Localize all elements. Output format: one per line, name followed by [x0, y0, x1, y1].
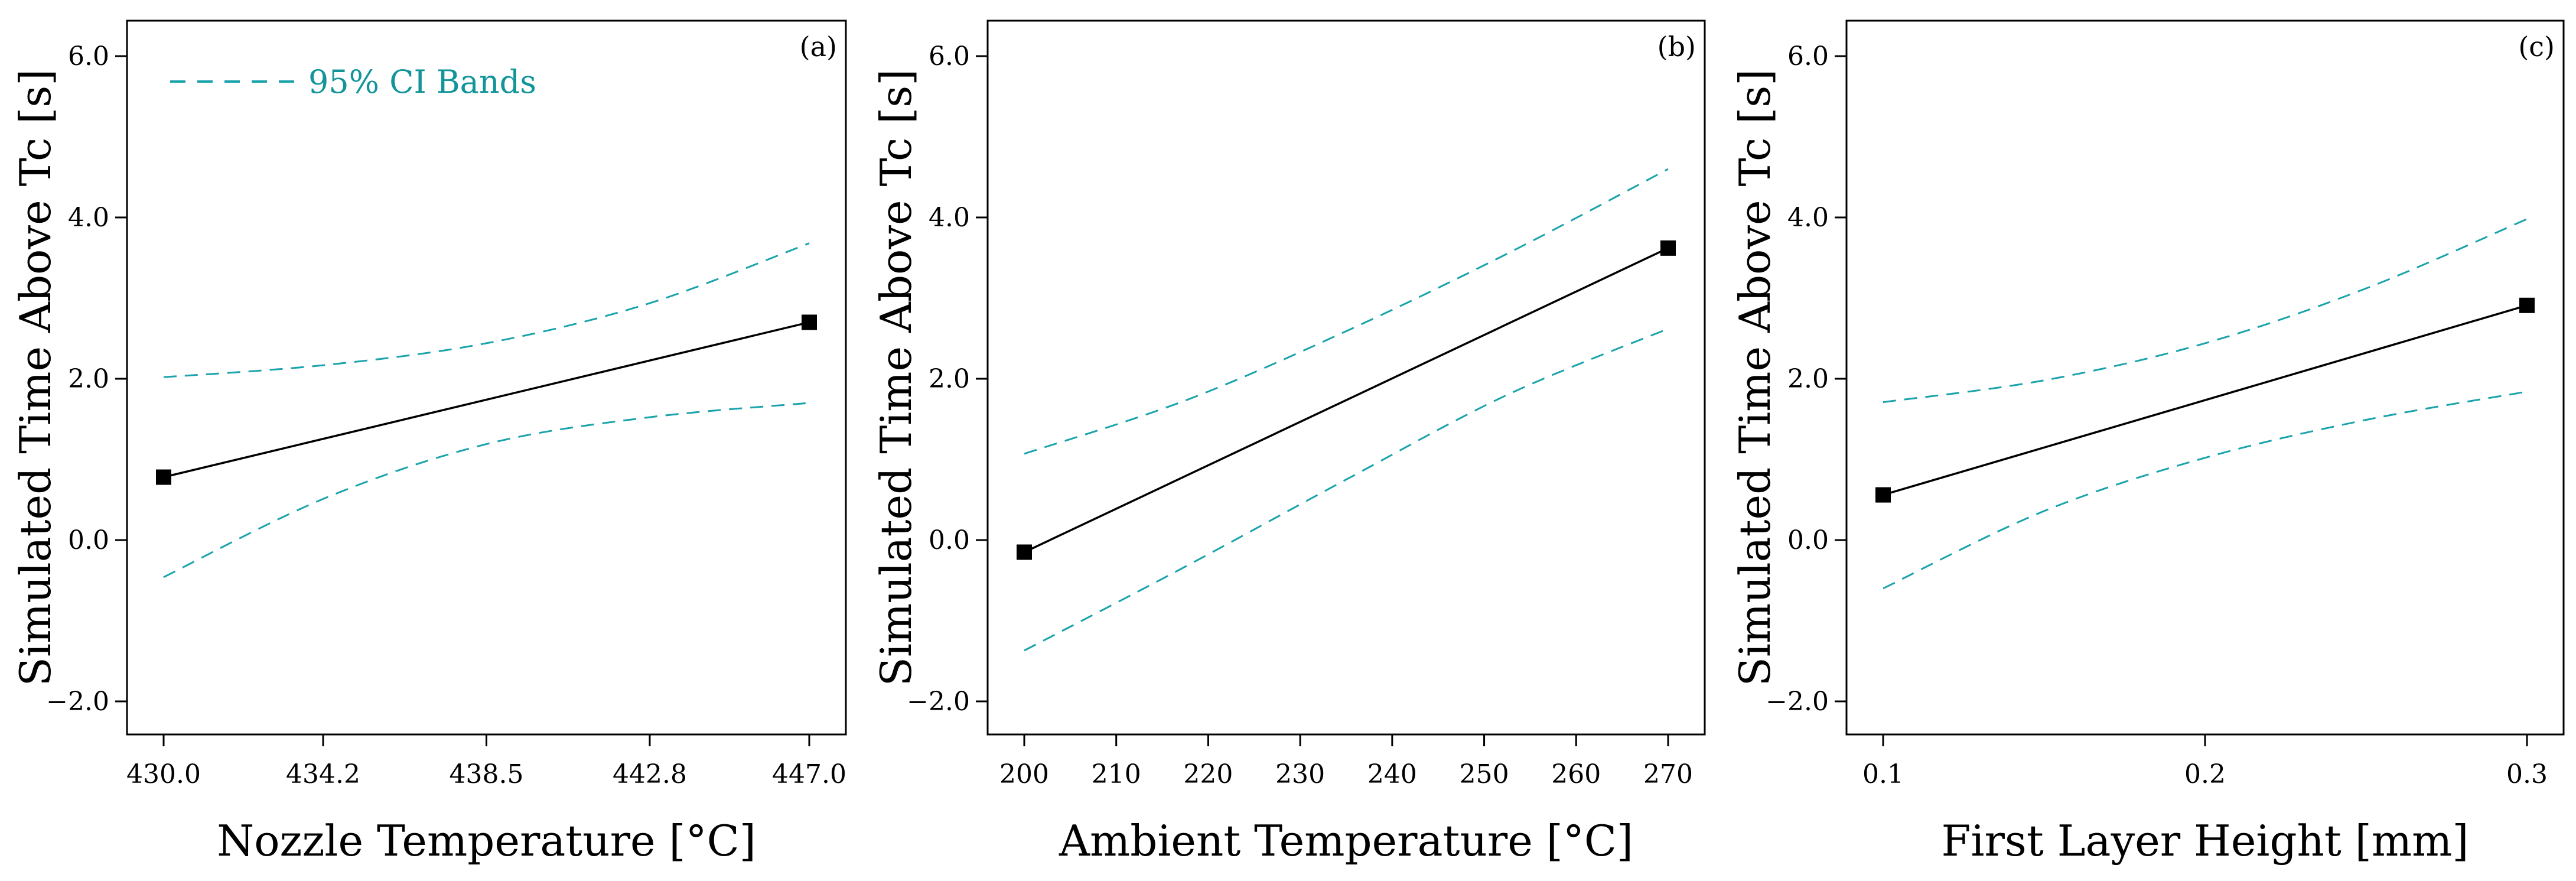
plot-frame [986, 19, 1706, 736]
x-tick-label: 240 [1367, 759, 1417, 789]
x-tick-label: 210 [1092, 759, 1141, 789]
y-tick-label: 4.0 [929, 203, 970, 233]
ci-upper-line [1883, 218, 2528, 404]
x-tick-label: 0.2 [2184, 759, 2226, 789]
panel-tag: (b) [1657, 31, 1696, 63]
x-tick-label: 220 [1183, 759, 1233, 789]
y-tick-label: 4.0 [68, 203, 109, 233]
y-tick-label: 6.0 [929, 41, 970, 71]
x-tick-label: 442.8 [613, 759, 687, 789]
ci-lower-line [163, 402, 810, 578]
ci-upper-line [163, 242, 810, 378]
panel-tag: (a) [800, 31, 837, 63]
panel-a: −2.0 0.0 2.0 4.0 6.0 430.0 434.2 438.5 442.8 447.… [11, 19, 847, 866]
y-axis-title: Simulated Time Above Tc [s] [1730, 69, 1780, 687]
x-tick-label: 430.0 [126, 759, 201, 789]
fit-line [1024, 247, 1669, 554]
x-tick-label: 438.5 [450, 759, 524, 789]
x-axis-title: Nozzle Temperature [°C] [217, 816, 756, 866]
x-tick-label: 0.1 [1862, 759, 1904, 789]
y-tick-label: 2.0 [929, 364, 970, 394]
data-point-marker [156, 469, 171, 485]
ci-lower-line [1883, 391, 2528, 590]
y-tick-label: 0.0 [1787, 525, 1829, 555]
x-axis-title: First Layer Height [mm] [1942, 816, 2469, 866]
ci-upper-line [1024, 168, 1669, 455]
panel-c: −2.0 0.0 2.0 4.0 6.0 0.1 0.2 0.3 First Layer Hei… [1730, 19, 2565, 866]
y-tick-label: 2.0 [1787, 364, 1829, 394]
legend: 95% CI Bands [170, 63, 536, 100]
y-tick-label: 6.0 [68, 41, 109, 71]
data-point-marker [1660, 240, 1676, 256]
x-tick-label: 260 [1551, 759, 1601, 789]
x-tick-label: 230 [1275, 759, 1325, 789]
plot-frame [126, 19, 847, 736]
legend-label: 95% CI Bands [308, 63, 536, 100]
y-tick-label: 6.0 [1787, 41, 1829, 71]
data-point-marker [1875, 487, 1891, 503]
y-tick-label: −2.0 [1766, 687, 1829, 717]
x-tick-label: 200 [999, 759, 1049, 789]
x-tick-label: 270 [1643, 759, 1693, 789]
data-point-marker [1017, 544, 1032, 560]
plot-frame [1845, 19, 2565, 736]
y-tick-label: −2.0 [46, 687, 109, 717]
y-tick-label: 0.0 [929, 525, 970, 555]
x-axis-title: Ambient Temperature [°C] [1059, 816, 1633, 866]
data-point-marker [2519, 297, 2535, 313]
y-axis-title: Simulated Time Above Tc [s] [11, 69, 60, 687]
panel-b: −2.0 0.0 2.0 4.0 6.0 200 210 220 230 240 250 260 270… [871, 19, 1706, 866]
x-tick-label: 434.2 [286, 759, 360, 789]
fit-line [163, 321, 810, 479]
x-tick-label: 250 [1460, 759, 1509, 789]
y-tick-label: 2.0 [68, 364, 109, 394]
data-point-marker [802, 314, 817, 330]
x-tick-label: 0.3 [2506, 759, 2548, 789]
y-tick-label: 0.0 [68, 525, 109, 555]
y-tick-label: −2.0 [907, 687, 970, 717]
y-tick-label: 4.0 [1787, 203, 1829, 233]
panel-tag: (c) [2518, 31, 2555, 63]
x-tick-label: 447.0 [772, 759, 846, 789]
fit-line [1883, 304, 2528, 496]
y-axis-title: Simulated Time Above Tc [s] [871, 69, 921, 687]
ci-lower-line [1024, 328, 1669, 652]
